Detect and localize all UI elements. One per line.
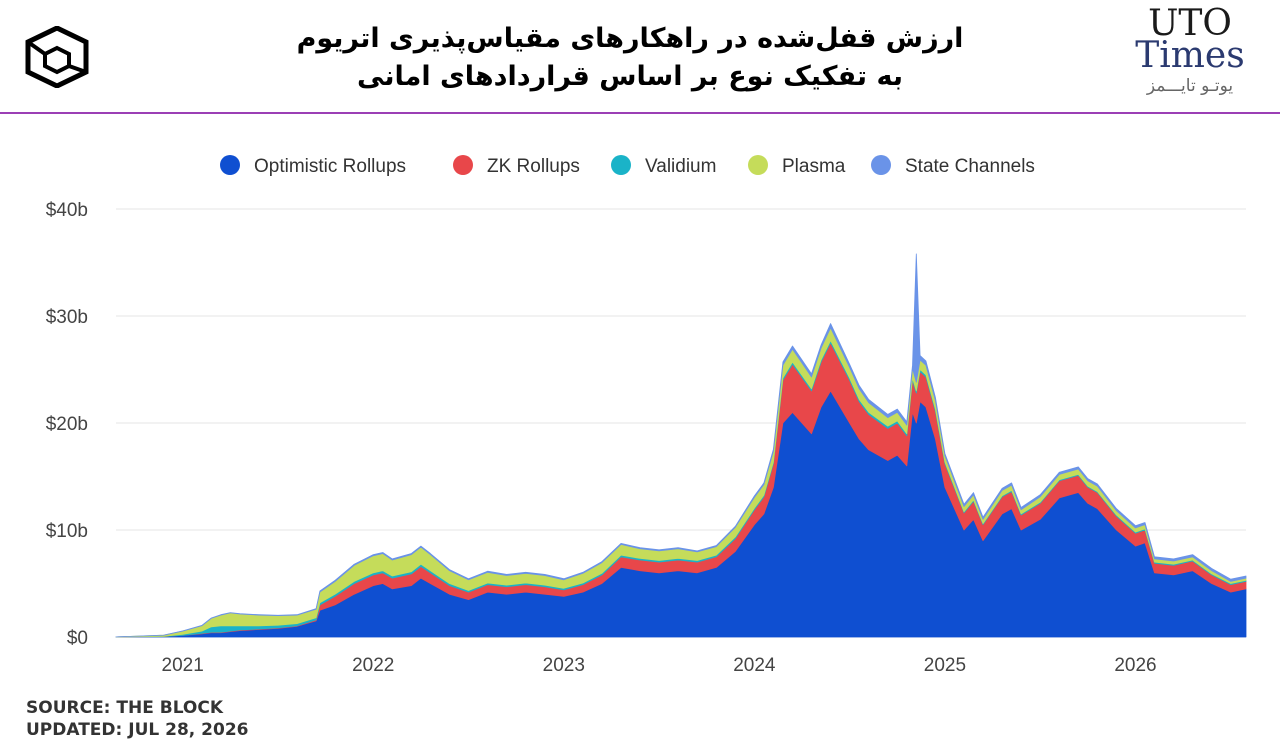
- chart-areas: [115, 253, 1247, 638]
- brand-line1: UTO: [1148, 3, 1232, 44]
- the-block-logo-icon: [25, 26, 89, 88]
- uto-times-logo: UTO Times یوتـو تایـــمز: [1110, 6, 1270, 106]
- y-tick-label: $0: [67, 628, 88, 649]
- legend-marker: [453, 155, 473, 175]
- x-tick-label: 2024: [733, 655, 776, 676]
- stacked-area-chart: Optimistic Rollups ZK Rollups Validium Plas…: [46, 155, 1247, 676]
- y-tick-label: $20b: [46, 414, 88, 435]
- brand-line2: Times: [1135, 35, 1245, 76]
- x-tick-label: 2021: [162, 655, 204, 676]
- chart-title-line1: ارزش قفل‌شده در راهکارهای مقیاس‌پذیری ات…: [296, 23, 964, 54]
- y-axis-ticks: $0 $10b $20b $30b $40b: [46, 200, 88, 649]
- y-tick-label: $10b: [46, 521, 88, 542]
- legend-label: Validium: [645, 156, 716, 177]
- y-tick-label: $40b: [46, 200, 88, 221]
- x-tick-label: 2022: [352, 655, 394, 676]
- series-area: [115, 253, 1247, 638]
- chart-legend: Optimistic Rollups ZK Rollups Validium Plas…: [220, 155, 1035, 177]
- legend-label: ZK Rollups: [487, 156, 580, 177]
- legend-marker: [220, 155, 240, 175]
- x-axis-ticks: 2021 2022 2023 2024 2025 2026: [162, 655, 1157, 676]
- legend-label: State Channels: [905, 156, 1035, 177]
- x-tick-label: 2023: [543, 655, 585, 676]
- header: ارزش قفل‌شده در راهکارهای مقیاس‌پذیری ات…: [0, 0, 1280, 114]
- chart-title: ارزش قفل‌شده در راهکارهای مقیاس‌پذیری ات…: [180, 20, 1080, 96]
- updated-text: UPDATED: JUL 28, 2026: [26, 720, 249, 740]
- y-tick-label: $30b: [46, 307, 88, 328]
- legend-marker: [871, 155, 891, 175]
- legend-label: Plasma: [782, 156, 846, 177]
- legend-label: Optimistic Rollups: [254, 156, 406, 177]
- legend-marker: [611, 155, 631, 175]
- source-text: SOURCE: THE BLOCK: [26, 698, 224, 718]
- series-area: [115, 390, 1247, 638]
- footer: SOURCE: THE BLOCK UPDATED: JUL 28, 2026: [26, 697, 248, 741]
- brand-persian: یوتـو تایـــمز: [1146, 76, 1234, 96]
- x-tick-label: 2025: [924, 655, 966, 676]
- x-tick-label: 2026: [1114, 655, 1156, 676]
- chart-title-line2: به تفکیک نوع بر اساس قراردادهای امانی: [357, 61, 903, 92]
- legend-marker: [748, 155, 768, 175]
